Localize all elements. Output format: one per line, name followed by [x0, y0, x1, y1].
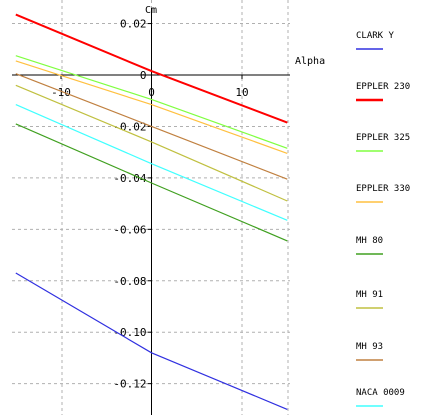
legend-label: EPPLER 325 — [356, 133, 410, 143]
legend: CLARK Y EPPLER 230 EPPLER 325 EPPLER 330 MH … — [356, 31, 410, 407]
y-tick-label: -0.02 — [113, 120, 146, 133]
legend-label: MH 80 — [356, 236, 383, 246]
legend-label: CLARK Y — [356, 31, 395, 41]
series-line-mh-80 — [15, 123, 288, 242]
y-tick-label: 0.02 — [120, 18, 147, 31]
y-tick-label: -0.06 — [113, 223, 146, 236]
y-tick-label: 0 — [140, 69, 147, 82]
series-line-mh-93 — [15, 73, 288, 180]
y-tick-label: -0.10 — [113, 326, 146, 339]
y-tick-label: -0.04 — [113, 172, 146, 185]
legend-label: MH 91 — [356, 290, 383, 300]
series-line-naca-0009 — [15, 104, 288, 221]
y-axis-label: Cm — [145, 5, 157, 16]
legend-label: EPPLER 330 — [356, 184, 410, 194]
legend-label: NACA 0009 — [356, 388, 405, 398]
axes — [12, 8, 290, 415]
x-axis-label: Alpha — [295, 56, 325, 67]
series-line-eppler-330 — [15, 60, 288, 154]
y-tick-label: -0.08 — [113, 275, 146, 288]
y-tick-label: -0.12 — [113, 378, 146, 391]
legend-label: EPPLER 230 — [356, 82, 410, 92]
tick-labels: 0.020-0.02-0.04-0.06-0.08-0.10-0.12-10 0 1… — [51, 18, 249, 391]
plot-lines — [15, 13, 288, 410]
legend-label: MH 93 — [356, 342, 383, 352]
x-tick-label: 0 — [148, 86, 155, 99]
series-line-eppler-230 — [15, 13, 288, 124]
series-line-clark-y — [15, 272, 288, 410]
x-tick-label: 10 — [235, 86, 248, 99]
series-line-mh-91 — [15, 84, 288, 202]
series-line-eppler-325 — [15, 55, 288, 149]
